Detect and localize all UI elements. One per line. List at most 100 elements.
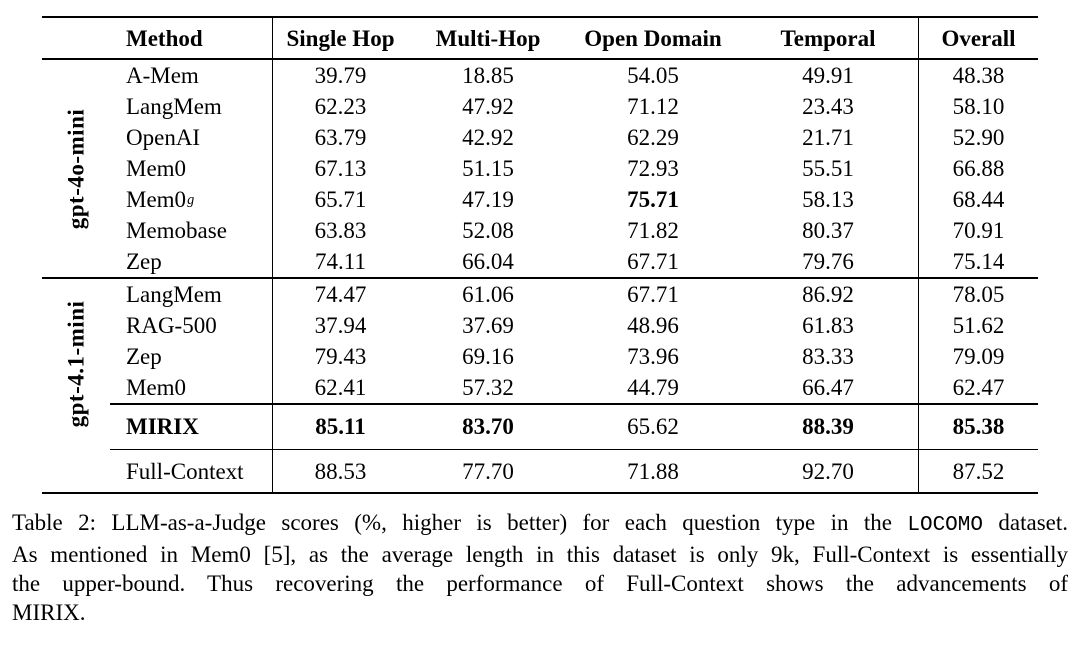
score-cell: 70.91 (918, 215, 1038, 246)
caption-line-2: As mentioned in Mem0 [5], as the average… (12, 542, 1068, 567)
score-cell-best: 88.39 (802, 414, 854, 439)
method-cell: Full-Context (126, 458, 244, 484)
score-cell-best: 85.38 (918, 404, 1038, 449)
group-rows: LangMem 74.47 61.06 67.71 86.92 78.05 RA… (110, 279, 1038, 449)
table-row: Memobase 63.83 52.08 71.82 80.37 70.91 (110, 215, 1038, 246)
score-cell: 48.96 (627, 313, 679, 338)
caption-line-3: the upper-bound. Thus recovering the per… (12, 571, 1068, 596)
score-cell: 79.09 (918, 341, 1038, 372)
score-cell: 51.15 (462, 156, 514, 181)
score-cell: 87.52 (918, 450, 1038, 492)
score-cell: 92.70 (802, 458, 854, 484)
score-cell: 69.16 (462, 344, 514, 369)
group-rows: A-Mem 39.79 18.85 54.05 49.91 48.38 Lang… (110, 60, 1038, 277)
caption-line-4: MIRIX. (12, 600, 86, 625)
score-cell: 74.11 (272, 246, 408, 277)
group-gpt-4o-mini: gpt-4o-mini A-Mem 39.79 18.85 54.05 49.9… (42, 60, 1038, 277)
header-rule (42, 58, 1038, 60)
score-cell: 65.71 (272, 184, 408, 215)
caption-text: Table 2: LLM-as-a-Judge scores (%, highe… (12, 510, 908, 535)
model-group-label-text: gpt-4o-mini (63, 108, 88, 229)
table-row: Zep 74.11 66.04 67.71 79.76 75.14 (110, 246, 1038, 277)
score-cell: 66.04 (462, 249, 514, 274)
score-cell: 47.19 (462, 187, 514, 212)
caption-line-1: Table 2: LLM-as-a-Judge scores (%, highe… (12, 508, 1068, 540)
score-cell: 68.44 (918, 184, 1038, 215)
score-cell: 58.10 (918, 91, 1038, 122)
group-gpt-4-1-mini: gpt-4.1-mini LangMem 74.47 61.06 67.71 8… (42, 279, 1038, 449)
method-cell: Zep (126, 249, 162, 274)
table-header-row: Method Single Hop Multi-Hop Open Domain … (42, 18, 1038, 58)
model-group-label: gpt-4.1-mini (42, 279, 110, 449)
score-cell: 78.05 (918, 279, 1038, 310)
method-label: Mem0 (126, 187, 187, 212)
column-header-method: Method (126, 25, 203, 51)
column-header-overall: Overall (918, 18, 1038, 58)
score-cell: 49.91 (802, 63, 854, 88)
score-cell: 80.37 (802, 218, 854, 243)
score-cell: 79.76 (802, 249, 854, 274)
score-cell: 83.33 (802, 344, 854, 369)
score-cell: 37.69 (462, 313, 514, 338)
score-cell: 18.85 (462, 63, 514, 88)
results-table: Method Single Hop Multi-Hop Open Domain … (42, 16, 1038, 494)
method-cell-mirix: MIRIX (126, 414, 199, 439)
model-group-label-text: gpt-4.1-mini (63, 300, 88, 428)
score-cell: 62.23 (272, 91, 408, 122)
section-rule (42, 277, 1038, 279)
method-cell: A-Mem (126, 63, 199, 88)
score-cell: 58.13 (802, 187, 854, 212)
score-cell: 52.90 (918, 122, 1038, 153)
score-cell: 72.93 (627, 156, 679, 181)
header-spacer (42, 18, 110, 58)
score-cell: 71.12 (627, 94, 679, 119)
score-cell: 48.38 (918, 60, 1038, 91)
score-cell-best: 85.11 (272, 404, 408, 449)
score-cell: 51.62 (918, 310, 1038, 341)
table-row: LangMem 74.47 61.06 67.71 86.92 78.05 (110, 279, 1038, 310)
table-row: Zep 79.43 69.16 73.96 83.33 79.09 (110, 341, 1038, 372)
score-cell: 47.92 (462, 94, 514, 119)
score-cell: 23.43 (802, 94, 854, 119)
score-cell: 74.47 (272, 279, 408, 310)
score-cell: 57.32 (462, 375, 514, 400)
score-cell: 67.71 (627, 282, 679, 307)
caption-dataset-name: LOCOMO (907, 514, 983, 537)
full-context-row: Full-Context 88.53 77.70 71.88 92.70 87.… (42, 450, 1038, 492)
score-cell: 42.92 (462, 125, 514, 150)
method-cell: LangMem (126, 282, 222, 307)
score-cell: 66.47 (802, 375, 854, 400)
score-cell: 63.79 (272, 122, 408, 153)
score-cell: 61.83 (802, 313, 854, 338)
score-cell: 55.51 (802, 156, 854, 181)
score-cell: 21.71 (802, 125, 854, 150)
score-cell-best: 83.70 (462, 414, 514, 439)
method-cell: RAG-500 (126, 313, 217, 338)
column-header-temporal: Temporal (780, 25, 876, 51)
table-row: Mem0 62.41 57.32 44.79 66.47 62.47 (110, 372, 1038, 403)
footer-spacer (42, 450, 110, 492)
table-row: Mem0 67.13 51.15 72.93 55.51 66.88 (110, 153, 1038, 184)
method-cell: Memobase (126, 218, 227, 243)
score-cell: 77.70 (462, 458, 514, 484)
score-cell: 61.06 (462, 282, 514, 307)
column-header-multi-hop: Multi-Hop (435, 25, 541, 51)
score-cell: 37.94 (272, 310, 408, 341)
mirix-row: MIRIX 85.11 83.70 65.62 88.39 85.38 (110, 404, 1038, 449)
score-cell: 66.88 (918, 153, 1038, 184)
score-cell: 52.08 (462, 218, 514, 243)
score-cell: 62.41 (272, 372, 408, 403)
table-caption: Table 2: LLM-as-a-Judge scores (%, highe… (12, 508, 1068, 627)
mirix-top-rule (110, 403, 1038, 405)
score-cell: 88.53 (272, 450, 408, 492)
score-cell: 79.43 (272, 341, 408, 372)
method-cell: LangMem (126, 94, 222, 119)
mirix-bottom-rule (110, 448, 1038, 450)
score-cell: 39.79 (272, 60, 408, 91)
score-cell: 71.88 (627, 458, 679, 484)
model-group-label: gpt-4o-mini (42, 60, 110, 277)
table-row: A-Mem 39.79 18.85 54.05 49.91 48.38 (110, 60, 1038, 91)
table-row: Mem0 g 65.71 47.19 75.71 58.13 68.44 (110, 184, 1038, 215)
method-cell: OpenAI (126, 125, 201, 150)
table-row: OpenAI 63.79 42.92 62.29 21.71 52.90 (110, 122, 1038, 153)
